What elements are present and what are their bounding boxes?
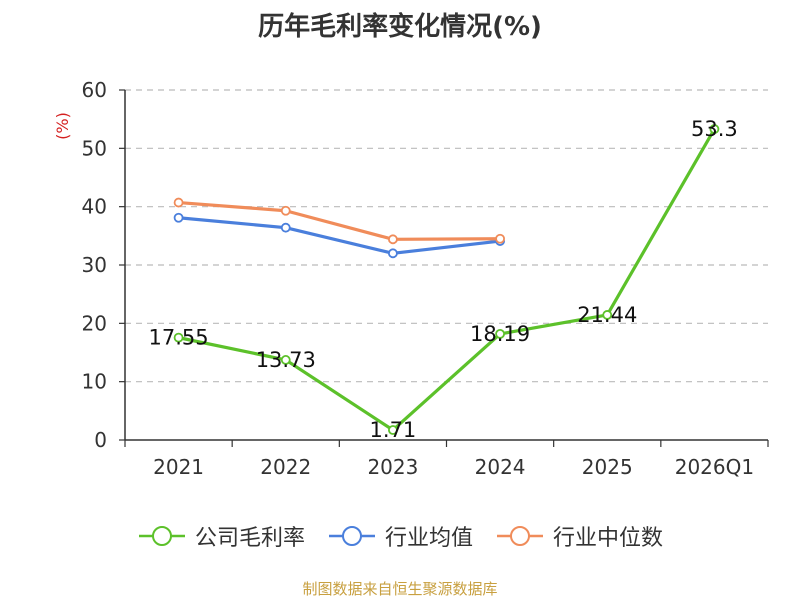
data-point <box>495 233 505 244</box>
data-point <box>173 212 184 223</box>
data-point <box>280 205 291 216</box>
data-label: 17.55 <box>149 326 209 350</box>
y-tick-label: 0 <box>94 428 107 452</box>
legend-label: 行业均值 <box>384 526 473 551</box>
x-tick-label: 2023 <box>367 455 418 479</box>
data-label: 13.73 <box>256 348 316 372</box>
y-tick-label: 20 <box>82 311 107 335</box>
x-tick-label: 2024 <box>475 455 526 479</box>
data-label: 53.3 <box>691 117 738 141</box>
data-label: 1.71 <box>370 418 417 442</box>
legend-item[interactable]: 行业均值 <box>327 520 473 552</box>
chart-title: 历年毛利率变化情况(%) <box>258 12 542 42</box>
series-points <box>173 124 720 435</box>
series-line-2 <box>178 200 501 241</box>
data-point <box>388 234 398 245</box>
data-label: 21.44 <box>577 303 637 327</box>
legend-item[interactable]: 公司毛利率 <box>137 520 305 552</box>
data-point <box>388 425 398 435</box>
legend-swatch <box>497 526 543 546</box>
data-point <box>280 355 291 365</box>
series-lines <box>178 128 716 432</box>
grid-lines <box>125 89 768 383</box>
y-tick-label: 50 <box>82 136 107 160</box>
y-tick-labels: 0 10 20 30 40 50 60 <box>82 78 107 452</box>
axes <box>119 89 769 447</box>
legend-swatch <box>138 526 185 546</box>
y-tick-label: 40 <box>82 195 107 219</box>
data-point <box>709 124 720 134</box>
legend-label: 行业中位数 <box>553 526 664 551</box>
x-tick-label: 2025 <box>582 455 633 479</box>
legend-label: 公司毛利率 <box>194 526 305 551</box>
source-note: 制图数据来自恒生聚源数据库 <box>302 580 498 598</box>
y-tick-label: 60 <box>82 78 107 102</box>
data-point <box>495 328 505 339</box>
y-tick-label: 10 <box>82 370 107 394</box>
data-point <box>173 332 184 343</box>
data-label: 18.19 <box>470 322 530 346</box>
x-tick-label: 2026Q1 <box>675 455 754 479</box>
y-axis-label: (%) <box>53 112 72 140</box>
x-tick-label: 2022 <box>260 455 311 479</box>
legend-item[interactable]: 行业中位数 <box>495 520 663 552</box>
data-point <box>173 197 184 208</box>
x-tick-label: 2021 <box>153 455 204 479</box>
data-point <box>602 310 613 320</box>
data-labels: 17.55 13.73 1.71 18.19 21.44 53.3 <box>149 117 738 442</box>
series-line-0 <box>178 128 716 432</box>
series-line-1 <box>178 216 501 255</box>
y-tick-label: 30 <box>82 253 107 277</box>
data-point <box>388 248 398 259</box>
legend: 公司毛利率 行业均值 行业中位数 <box>0 520 800 552</box>
x-tick-labels: 2021 2022 2023 2024 2025 2026Q1 <box>153 455 754 479</box>
data-point <box>280 222 291 233</box>
legend-swatch <box>328 526 375 546</box>
